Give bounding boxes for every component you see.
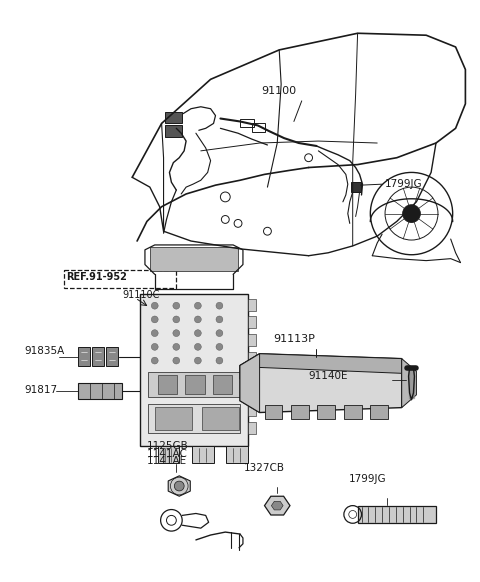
Bar bbox=[248, 404, 256, 417]
Bar bbox=[185, 375, 204, 394]
Text: 1799JG: 1799JG bbox=[348, 474, 386, 484]
Bar bbox=[157, 446, 179, 463]
Text: 91140E: 91140E bbox=[309, 371, 348, 381]
Bar bbox=[248, 387, 256, 399]
Circle shape bbox=[173, 316, 180, 323]
Circle shape bbox=[173, 357, 180, 364]
Bar bbox=[351, 182, 360, 192]
Bar bbox=[165, 112, 182, 123]
Bar bbox=[344, 404, 361, 420]
Bar bbox=[157, 375, 177, 394]
Circle shape bbox=[216, 330, 223, 336]
Polygon shape bbox=[240, 354, 260, 413]
Circle shape bbox=[173, 330, 180, 336]
Bar bbox=[317, 404, 335, 420]
Bar bbox=[240, 119, 254, 127]
Bar bbox=[106, 347, 118, 367]
Bar bbox=[248, 334, 256, 346]
Circle shape bbox=[173, 302, 180, 309]
Bar bbox=[140, 294, 248, 446]
Text: 91110C: 91110C bbox=[122, 290, 160, 300]
Circle shape bbox=[216, 302, 223, 309]
Polygon shape bbox=[264, 496, 290, 515]
Polygon shape bbox=[402, 359, 416, 407]
Circle shape bbox=[194, 343, 201, 350]
Bar bbox=[165, 125, 182, 137]
Text: 91100: 91100 bbox=[262, 86, 297, 96]
Bar bbox=[358, 506, 436, 523]
Circle shape bbox=[216, 316, 223, 323]
Polygon shape bbox=[271, 501, 283, 510]
Circle shape bbox=[194, 357, 201, 364]
Circle shape bbox=[151, 330, 158, 336]
Circle shape bbox=[151, 302, 158, 309]
Bar bbox=[248, 317, 256, 328]
Bar bbox=[248, 370, 256, 381]
Bar bbox=[291, 404, 309, 420]
Circle shape bbox=[194, 316, 201, 323]
Bar bbox=[155, 407, 192, 430]
Circle shape bbox=[194, 302, 201, 309]
Circle shape bbox=[216, 343, 223, 350]
Bar bbox=[148, 404, 240, 433]
Text: 1141AC: 1141AC bbox=[147, 449, 188, 459]
Polygon shape bbox=[240, 354, 402, 413]
Text: 1141AE: 1141AE bbox=[147, 456, 187, 466]
Polygon shape bbox=[168, 476, 190, 496]
Bar bbox=[92, 347, 104, 367]
Bar bbox=[371, 404, 388, 420]
Bar bbox=[213, 375, 232, 394]
Bar bbox=[252, 123, 265, 132]
Text: 1799JG: 1799JG bbox=[385, 179, 423, 189]
Bar bbox=[248, 423, 256, 434]
Circle shape bbox=[216, 357, 223, 364]
Bar bbox=[192, 446, 214, 463]
Circle shape bbox=[173, 343, 180, 350]
Bar bbox=[202, 407, 239, 430]
Bar bbox=[148, 372, 240, 397]
Bar bbox=[226, 446, 248, 463]
Text: 91835A: 91835A bbox=[24, 346, 65, 356]
Bar bbox=[248, 299, 256, 311]
Text: 1327CB: 1327CB bbox=[244, 463, 285, 473]
Circle shape bbox=[194, 330, 201, 336]
Circle shape bbox=[151, 357, 158, 364]
Text: 91817: 91817 bbox=[24, 385, 58, 395]
Text: 91113P: 91113P bbox=[273, 334, 315, 344]
Bar bbox=[150, 247, 238, 271]
Bar bbox=[264, 404, 282, 420]
Circle shape bbox=[151, 316, 158, 323]
Circle shape bbox=[174, 481, 184, 491]
Bar bbox=[248, 352, 256, 364]
Polygon shape bbox=[240, 354, 402, 379]
Text: REF.91-952: REF.91-952 bbox=[67, 272, 127, 282]
Text: 1125GB: 1125GB bbox=[147, 441, 189, 450]
Bar bbox=[78, 347, 90, 367]
Bar bbox=[78, 383, 122, 399]
Bar bbox=[63, 271, 176, 288]
Circle shape bbox=[403, 205, 420, 222]
Circle shape bbox=[151, 343, 158, 350]
